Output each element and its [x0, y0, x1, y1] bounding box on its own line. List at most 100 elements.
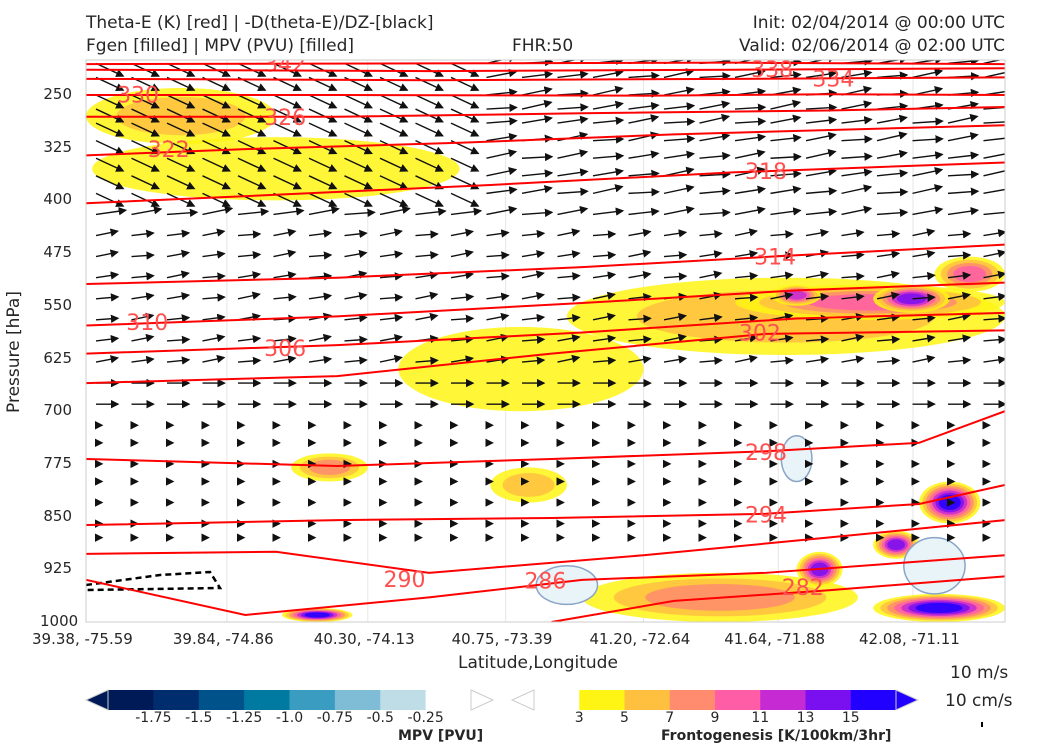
fgen-colorbar-tick-label: 15 [841, 710, 860, 726]
wind-arrow [663, 184, 695, 195]
wind-arrow [912, 249, 936, 259]
fgen-colorbar-extend-high [895, 689, 920, 711]
wind-arrow [734, 314, 759, 323]
wind-arrow [131, 272, 155, 281]
wind-arrow [202, 94, 231, 109]
wind-arrow [592, 230, 617, 239]
wind-arrow [344, 192, 373, 207]
wind-arrow [592, 152, 625, 161]
theta-e-contour-label: 290 [384, 568, 426, 593]
wind-arrow [166, 335, 191, 345]
wind-arrow [486, 132, 518, 142]
wind-arrow [912, 314, 936, 323]
fgen-fill [304, 612, 330, 618]
wind-arrow [273, 228, 297, 237]
wind-arrow [983, 270, 1005, 279]
wind-arrow [379, 122, 409, 137]
wind-arrow [450, 314, 475, 323]
wind-arrow [344, 229, 368, 239]
wind-arrow [415, 312, 439, 322]
theta-e-contour [551, 575, 1005, 622]
wind-arrow [770, 169, 802, 179]
theta-e-contour-label: 326 [264, 106, 306, 131]
wind-arrow [379, 293, 404, 302]
wind-arrow [450, 249, 474, 258]
wind-arrow [841, 333, 865, 342]
wind-arrow [912, 68, 944, 79]
wind-arrow [308, 333, 332, 343]
wind-arrow [273, 207, 305, 216]
fgen-colorbar-tick-label: 7 [665, 710, 675, 726]
wind-arrow [983, 153, 1005, 159]
y-tick-label: 325 [43, 137, 72, 156]
wind-arrow [450, 355, 475, 364]
wind-arrow [379, 354, 403, 364]
wind-arrow [947, 291, 971, 301]
wind-arrow [876, 270, 900, 279]
wind-arrow [344, 122, 373, 137]
wind-arrow [983, 249, 1005, 258]
wind-arrow [841, 205, 873, 216]
wind-arrow [699, 229, 723, 239]
wind-arrow [699, 71, 731, 81]
wind-arrow [912, 206, 944, 216]
wind-arrow [628, 292, 652, 302]
wind-arrow [663, 134, 696, 144]
wind-arrow [628, 249, 652, 258]
theta-e-contour-label: 310 [126, 311, 168, 336]
theta-e-contour-label: 298 [745, 441, 787, 466]
wind-arrow [521, 270, 545, 279]
wind-arrow [628, 207, 660, 217]
wind-arrow [876, 335, 901, 344]
wind-arrow [699, 132, 731, 142]
wind-arrow [628, 71, 660, 81]
wind-arrow [734, 133, 767, 142]
wind-arrow [486, 149, 518, 159]
wind-arrow [770, 334, 794, 343]
wind-arrow [486, 229, 510, 238]
fgen-fill [887, 539, 905, 551]
wind-arrow [592, 312, 616, 321]
wind-arrow [912, 166, 944, 177]
wind-arrow [450, 122, 480, 137]
wind-arrow [947, 334, 972, 343]
wind-arrow [237, 334, 262, 344]
wind-arrow [734, 185, 767, 195]
wind-arrow [983, 211, 1005, 216]
wind-arrow [663, 205, 695, 216]
wind-arrow [592, 100, 624, 110]
theta-e-contour [86, 554, 1005, 616]
wind-arrow [166, 356, 191, 365]
wind-arrow [805, 355, 830, 364]
wind-arrow [947, 132, 979, 142]
fgen-fill [308, 459, 351, 476]
wind-arrow [663, 102, 696, 111]
wind-arrow [131, 355, 155, 365]
wind-arrow [592, 116, 625, 125]
fgen-colorbar-swatch [669, 690, 716, 710]
wind-arrow [770, 114, 802, 124]
mpv-colorbar-swatch [380, 690, 427, 710]
wind-arrow [841, 100, 873, 110]
y-tick-label: 775 [43, 453, 72, 472]
wind-arrow [876, 250, 901, 259]
wind-arrow [202, 140, 231, 155]
wind-arrow [379, 205, 411, 216]
wind-arrow [592, 68, 624, 79]
wind-arrow [734, 228, 758, 237]
wind-arrow [699, 313, 723, 323]
wind-arrow [592, 85, 624, 96]
wind-arrow [273, 293, 297, 302]
theta-e-contour-label: 334 [812, 67, 854, 92]
wind-arrow [450, 271, 475, 280]
wind-arrow [628, 314, 652, 323]
wind-arrow [592, 356, 617, 365]
theta-e-contour [86, 93, 1005, 97]
mpv-colorbar-title: MPV [PVU] [398, 728, 484, 744]
theta-e-contour [86, 161, 1005, 205]
wind-arrow [202, 157, 231, 172]
wind-arrow [237, 108, 267, 123]
wind-arrow [521, 313, 546, 323]
wind-arrow [805, 335, 830, 344]
wind-arrow [166, 292, 191, 301]
